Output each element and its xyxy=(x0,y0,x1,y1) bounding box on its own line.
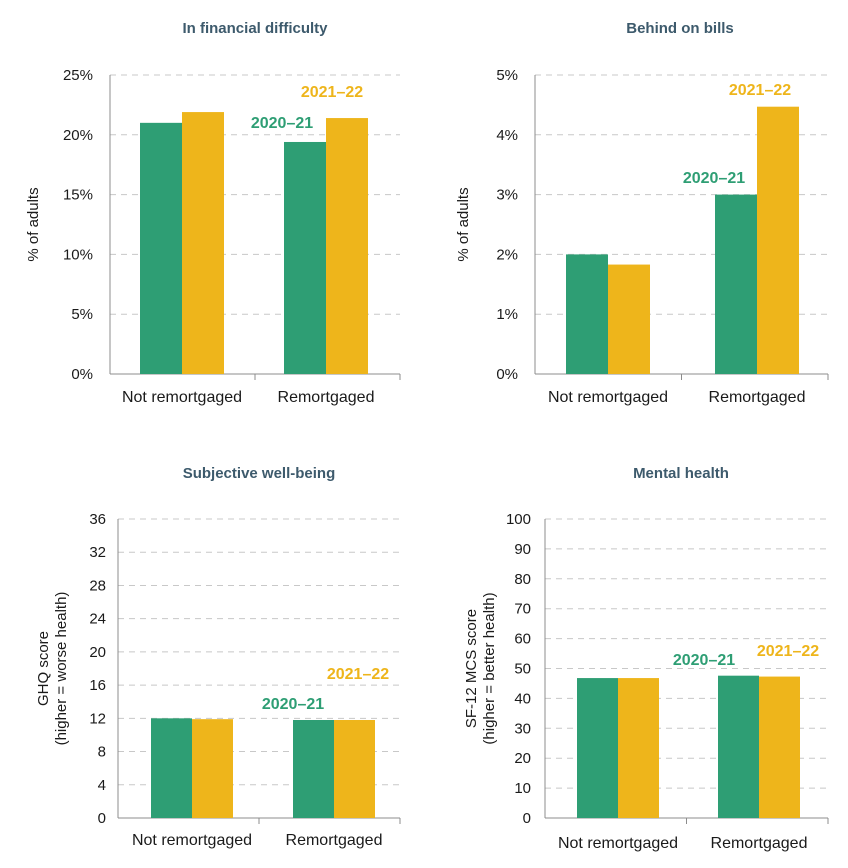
y-tick-label: 1% xyxy=(496,306,518,323)
bar-2021-22-remortgaged xyxy=(757,106,799,374)
y-tick-label: 4% xyxy=(496,127,518,144)
y-tick-label: 10% xyxy=(63,246,93,263)
bar-2021-22-not-remortgaged xyxy=(182,112,224,375)
x-category-label: Remortgaged xyxy=(286,832,383,849)
y-axis-label: % of adults xyxy=(25,187,42,261)
y-tick-label: 50 xyxy=(514,661,531,678)
y-tick-label: 4 xyxy=(98,777,106,794)
y-tick-label: 20 xyxy=(89,644,106,661)
y-axis-label: % of adults xyxy=(455,187,472,261)
bar-2020-21-remortgaged xyxy=(284,141,326,374)
y-tick-label: 20 xyxy=(514,750,531,767)
y-tick-label: 60 xyxy=(514,631,531,648)
bar-2021-22-remortgaged xyxy=(326,118,368,374)
series-label-2020-21: 2020–21 xyxy=(673,652,735,669)
y-tick-label: 90 xyxy=(514,541,531,558)
bar-2020-21-not-remortgaged xyxy=(577,678,618,818)
y-tick-label: 100 xyxy=(506,511,531,528)
series-label-2021-22: 2021–22 xyxy=(327,666,389,683)
bar-2020-21-remortgaged xyxy=(293,719,334,818)
y-tick-label: 0 xyxy=(98,810,106,827)
y-tick-label: 36 xyxy=(89,511,106,528)
y-tick-label: 70 xyxy=(514,601,531,618)
y-tick-label: 15% xyxy=(63,187,93,204)
y-tick-label: 3% xyxy=(496,187,518,204)
y-axis-label-line2: (higher = worse health) xyxy=(53,592,70,746)
x-category-label: Not remortgaged xyxy=(132,832,252,849)
series-label-2021-22: 2021–22 xyxy=(729,82,791,99)
x-category-label: Not remortgaged xyxy=(122,389,242,406)
y-tick-label: 12 xyxy=(89,710,106,727)
series-label-2020-21: 2020–21 xyxy=(251,115,313,132)
x-category-label: Not remortgaged xyxy=(558,835,678,852)
chart-title: Subjective well-being xyxy=(183,465,336,482)
bar-2020-21-remortgaged xyxy=(718,675,759,818)
y-tick-label: 32 xyxy=(89,544,106,561)
y-tick-label: 30 xyxy=(514,720,531,737)
bar-2021-22-remortgaged xyxy=(334,719,375,818)
x-category-label: Remortgaged xyxy=(709,389,806,406)
x-category-label: Remortgaged xyxy=(278,389,375,406)
chart-title: Behind on bills xyxy=(626,20,734,37)
chart-panel-3: Subjective well-being 0 4 8 12 16 20 24 28 32 36 No… xyxy=(35,465,401,849)
y-axis-label-line1: SF-12 MCS score xyxy=(463,609,480,728)
series-label-2021-22: 2021–22 xyxy=(757,643,819,660)
series-label-2021-22: 2021–22 xyxy=(301,84,363,101)
y-tick-label: 80 xyxy=(514,571,531,588)
bar-2020-21-remortgaged xyxy=(715,194,757,374)
bar-2020-21-not-remortgaged xyxy=(566,254,608,374)
y-tick-label: 25% xyxy=(63,67,93,84)
bar-2020-21-not-remortgaged xyxy=(140,122,182,374)
y-tick-label: 40 xyxy=(514,690,531,707)
y-tick-label: 10 xyxy=(514,780,531,797)
bar-2021-22-not-remortgaged xyxy=(618,678,659,818)
y-tick-label: 2% xyxy=(496,246,518,263)
y-axis-label: GHQ score(higher = worse health) xyxy=(35,592,70,746)
y-tick-label: 24 xyxy=(89,611,106,628)
y-tick-label: 5% xyxy=(71,306,93,323)
y-tick-label: 5% xyxy=(496,67,518,84)
y-tick-label: 16 xyxy=(89,677,106,694)
y-tick-label: 28 xyxy=(89,577,106,594)
bar-2021-22-remortgaged xyxy=(759,676,800,818)
y-tick-label: 8 xyxy=(98,744,106,761)
bar-2021-22-not-remortgaged xyxy=(608,264,650,374)
y-axis-label-line1: GHQ score xyxy=(35,631,52,706)
bar-2020-21-not-remortgaged xyxy=(151,718,192,818)
x-category-label: Remortgaged xyxy=(711,835,808,852)
y-tick-label: 20% xyxy=(63,127,93,144)
chart-panel-4: Mental health 0 10 20 30 40 50 60 70 80 90 100 Not r… xyxy=(463,465,829,852)
series-label-2020-21: 2020–21 xyxy=(262,696,324,713)
series-label-2020-21: 2020–21 xyxy=(683,170,745,187)
y-tick-label: 0% xyxy=(71,366,93,383)
x-category-label: Not remortgaged xyxy=(548,389,668,406)
chart-title: In financial difficulty xyxy=(182,20,328,37)
chart-panel-1: In financial difficulty 0% 5% 10% 15% 20% 25% N… xyxy=(25,20,401,406)
y-tick-label: 0% xyxy=(496,366,518,383)
chart-title: Mental health xyxy=(633,465,729,482)
y-axis-label-line2: (higher = better health) xyxy=(481,592,498,744)
y-axis-label: SF-12 MCS score(higher = better health) xyxy=(463,592,498,744)
bar-2021-22-not-remortgaged xyxy=(192,719,233,818)
chart-panel-2: Behind on bills 0% 1% 2% 3% 4% 5% Not remortgag… xyxy=(455,20,829,406)
y-tick-label: 0 xyxy=(523,810,531,827)
